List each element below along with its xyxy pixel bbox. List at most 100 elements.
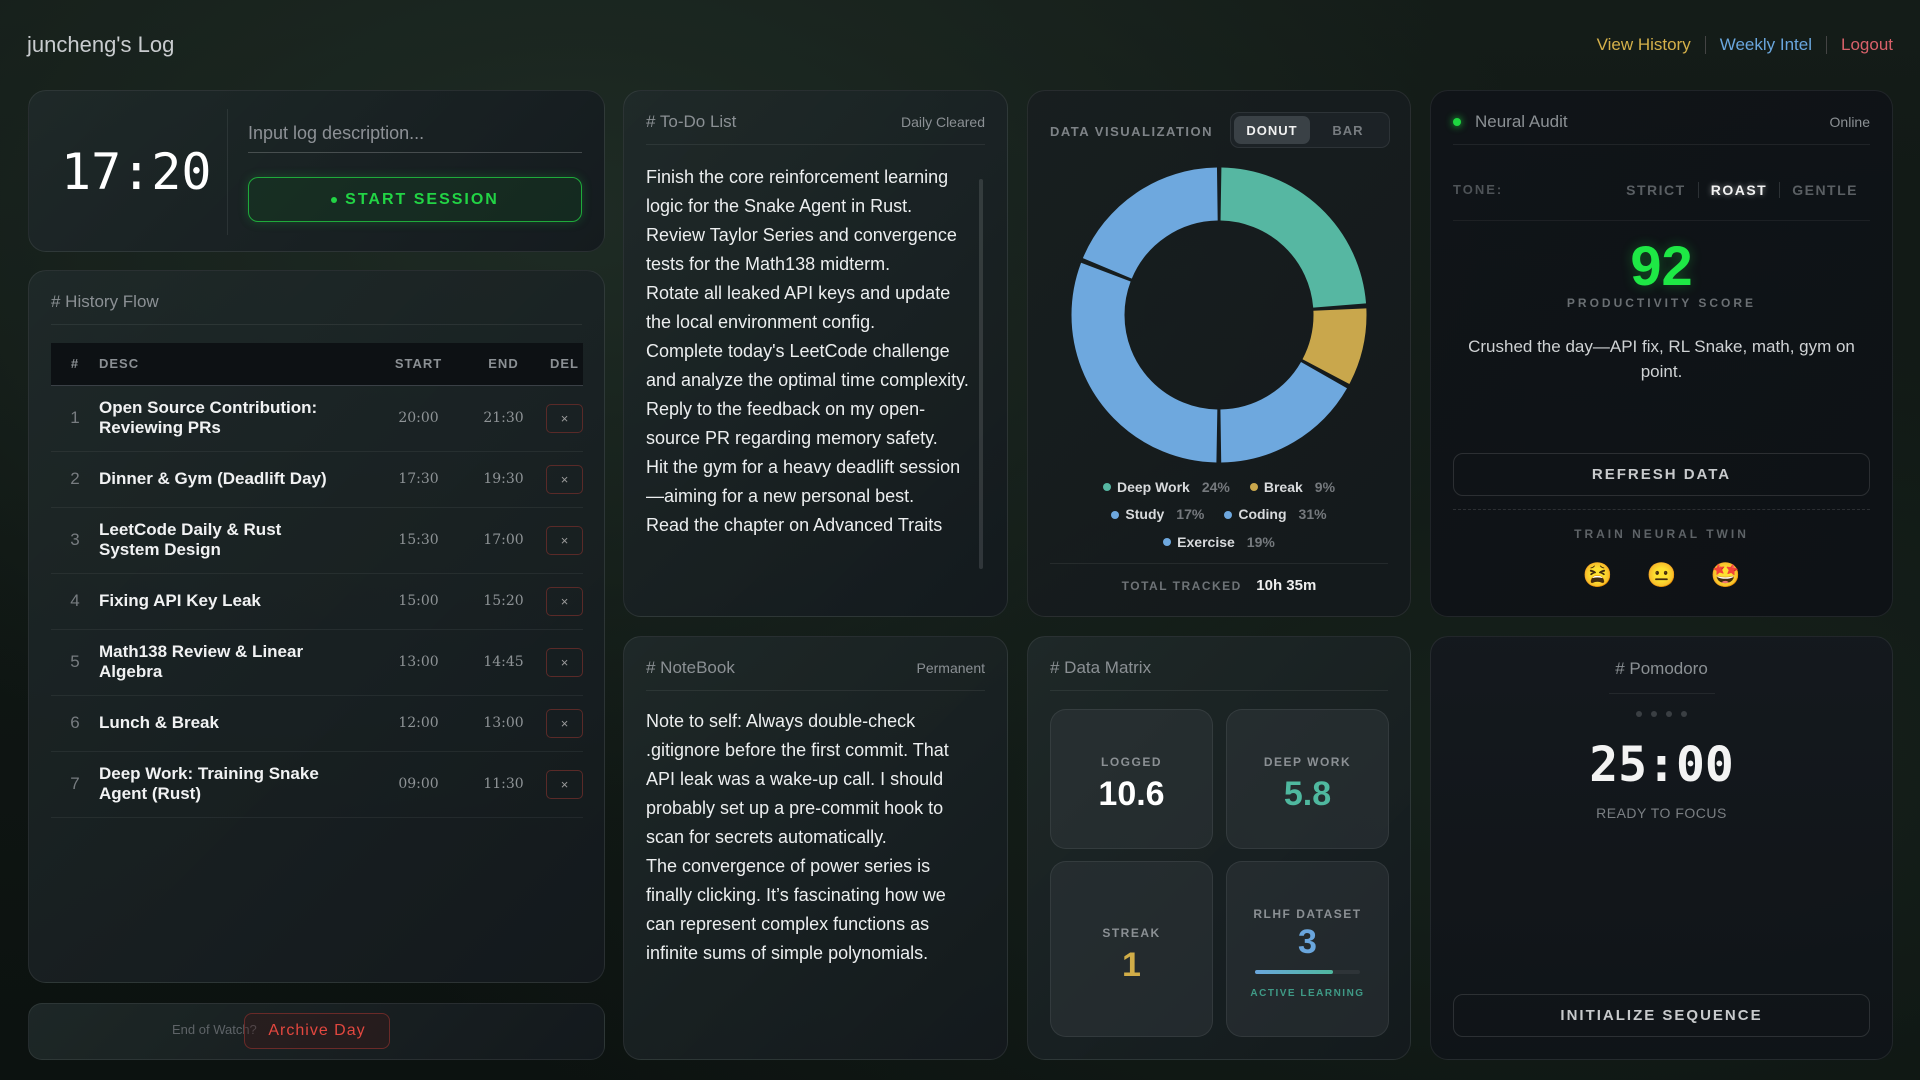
current-clock: 17:20 bbox=[61, 143, 212, 201]
tired-face-icon[interactable]: 😫 bbox=[1582, 562, 1613, 589]
legend-dot-icon bbox=[1224, 510, 1233, 519]
legend-label: Break bbox=[1263, 478, 1303, 495]
table-row: 3 LeetCode Daily & Rust System Design 15… bbox=[51, 507, 583, 574]
todo-textarea[interactable]: Finish the core reinforcement learning l… bbox=[646, 163, 977, 603]
matrix-title: # Data Matrix bbox=[1050, 657, 1152, 677]
row-desc: LeetCode Daily & Rust System Design bbox=[99, 507, 376, 574]
donut-toggle[interactable]: DONUT bbox=[1234, 116, 1310, 144]
tile-streak: STREAK 1 bbox=[1050, 861, 1213, 1037]
legend-item: Break 9% bbox=[1249, 474, 1335, 501]
history-table: # DESC START END DEL 1 Open Source Contr… bbox=[51, 343, 583, 818]
view-history-link[interactable]: View History bbox=[1596, 35, 1691, 54]
delete-row-button[interactable]: × bbox=[546, 708, 583, 738]
session-dot-icon bbox=[1681, 711, 1687, 717]
legend-dot-icon bbox=[1111, 510, 1120, 519]
todo-header: # To-Do List Daily Cleared bbox=[646, 109, 985, 145]
delete-row-button[interactable]: × bbox=[546, 464, 583, 494]
row-index: 5 bbox=[51, 629, 99, 696]
legend-item: Coding 31% bbox=[1224, 501, 1327, 528]
todo-item: Complete today's LeetCode challenge and … bbox=[646, 341, 969, 390]
star-struck-icon[interactable]: 🤩 bbox=[1710, 562, 1741, 589]
archive-bar: End of Watch? Archive Day bbox=[28, 1003, 605, 1060]
row-start: 17:30 bbox=[376, 451, 461, 508]
donut-slice-break[interactable] bbox=[1071, 167, 1367, 463]
session-dot-icon bbox=[1636, 711, 1642, 717]
tone-roast[interactable]: ROAST bbox=[1710, 181, 1768, 198]
row-desc: Math138 Review & Linear Algebra bbox=[99, 629, 376, 696]
tone-strict[interactable]: STRICT bbox=[1626, 181, 1686, 198]
donut-slice-coding[interactable] bbox=[1071, 167, 1367, 463]
legend-row: Exercise 19% bbox=[1028, 528, 1410, 556]
note-paragraph: The convergence of power series is final… bbox=[646, 856, 946, 963]
todo-item: Rotate all leaked API keys and update th… bbox=[646, 283, 951, 332]
app-title: juncheng's Log bbox=[27, 32, 175, 57]
delete-row-button[interactable]: × bbox=[546, 586, 583, 616]
matrix-header: # Data Matrix bbox=[1050, 655, 1388, 691]
total-tracked-value: 10h 35m bbox=[1256, 577, 1317, 594]
todo-title: # To-Do List bbox=[646, 111, 737, 131]
archive-day-button[interactable]: Archive Day bbox=[244, 1013, 390, 1049]
row-start: 15:00 bbox=[376, 573, 461, 630]
online-dot-icon bbox=[1453, 117, 1461, 126]
logout-link[interactable]: Logout bbox=[1841, 35, 1893, 54]
row-desc: Fixing API Key Leak bbox=[99, 573, 376, 630]
note-paragraph: Note to self: Always double-check .gitig… bbox=[646, 711, 949, 847]
tile-value: 1 bbox=[1122, 946, 1141, 984]
top-nav: View History Weekly Intel Logout bbox=[1597, 35, 1893, 55]
productivity-score: 92 bbox=[1630, 234, 1693, 297]
delete-row-button[interactable]: × bbox=[546, 647, 583, 677]
audit-status: Online bbox=[1829, 113, 1870, 130]
total-tracked-label: TOTAL TRACKED bbox=[1121, 579, 1242, 593]
legend-label: Deep Work bbox=[1116, 478, 1190, 495]
col-desc: DESC bbox=[99, 343, 376, 386]
row-end: 14:45 bbox=[461, 629, 546, 696]
legend-percent: 24% bbox=[1201, 478, 1230, 495]
divider bbox=[1697, 181, 1699, 198]
legend-label: Exercise bbox=[1177, 533, 1235, 550]
table-row: 1 Open Source Contribution: Reviewing PR… bbox=[51, 385, 583, 452]
todo-item: Reply to the feedback on my open-source … bbox=[646, 399, 938, 448]
weekly-intel-link[interactable]: Weekly Intel bbox=[1719, 35, 1812, 54]
divider bbox=[1704, 36, 1706, 54]
legend-item: Deep Work 24% bbox=[1102, 474, 1230, 501]
tile-label: RLHF DATASET bbox=[1253, 907, 1362, 921]
divider bbox=[227, 109, 228, 235]
todo-item: Hit the gym for a heavy deadlift session… bbox=[646, 457, 961, 506]
todo-scrollbar[interactable] bbox=[979, 179, 983, 569]
col-end: END bbox=[461, 343, 546, 386]
tile-value: 5.8 bbox=[1283, 775, 1332, 813]
tone-gentle[interactable]: GENTLE bbox=[1792, 181, 1858, 198]
initialize-sequence-button[interactable]: INITIALIZE SEQUENCE bbox=[1453, 994, 1870, 1037]
delete-row-button[interactable]: × bbox=[546, 769, 583, 799]
tone-label: TONE: bbox=[1453, 182, 1504, 197]
active-learning-label: ACTIVE LEARNING bbox=[1250, 988, 1365, 999]
legend-percent: 17% bbox=[1176, 506, 1205, 522]
row-end: 19:30 bbox=[461, 451, 546, 508]
neutral-face-icon[interactable]: 😐 bbox=[1646, 562, 1677, 589]
delete-row-button[interactable]: × bbox=[546, 403, 583, 433]
rlhf-progress-bar bbox=[1255, 970, 1360, 974]
history-title: # History Flow bbox=[51, 291, 159, 311]
bar-toggle[interactable]: BAR bbox=[1332, 122, 1364, 138]
pomodoro-status: READY TO FOCUS bbox=[1596, 805, 1727, 821]
table-row: 4 Fixing API Key Leak 15:00 15:20 × bbox=[51, 573, 583, 630]
delete-row-button[interactable]: × bbox=[546, 525, 583, 555]
session-dot-icon bbox=[1651, 711, 1657, 717]
table-row: 6 Lunch & Break 12:00 13:00 × bbox=[51, 695, 583, 752]
row-index: 3 bbox=[51, 507, 99, 574]
row-start: 09:00 bbox=[376, 751, 461, 818]
refresh-data-button[interactable]: REFRESH DATA bbox=[1453, 453, 1870, 496]
visualization-card: DATA VISUALIZATION DONUT BAR Deep Work 24… bbox=[1027, 90, 1411, 617]
start-session-button[interactable]: START SESSION bbox=[248, 177, 582, 222]
legend-label: Coding bbox=[1238, 506, 1287, 522]
row-index: 4 bbox=[51, 573, 99, 630]
tile-deep-work: DEEP WORK 5.8 bbox=[1226, 709, 1389, 849]
todo-status: Daily Cleared bbox=[900, 113, 985, 130]
viz-title: DATA VISUALIZATION bbox=[1050, 124, 1214, 139]
row-desc: Open Source Contribution: Reviewing PRs bbox=[99, 385, 376, 452]
chart-legend: Deep Work 24% Break 9% Study 17% Coding 31% Exer… bbox=[1028, 473, 1410, 556]
session-dots bbox=[1431, 711, 1892, 717]
log-description-input[interactable]: Input log description... bbox=[248, 119, 582, 153]
row-start: 20:00 bbox=[376, 385, 461, 452]
notebook-textarea[interactable]: Note to self: Always double-check .gitig… bbox=[646, 707, 977, 968]
